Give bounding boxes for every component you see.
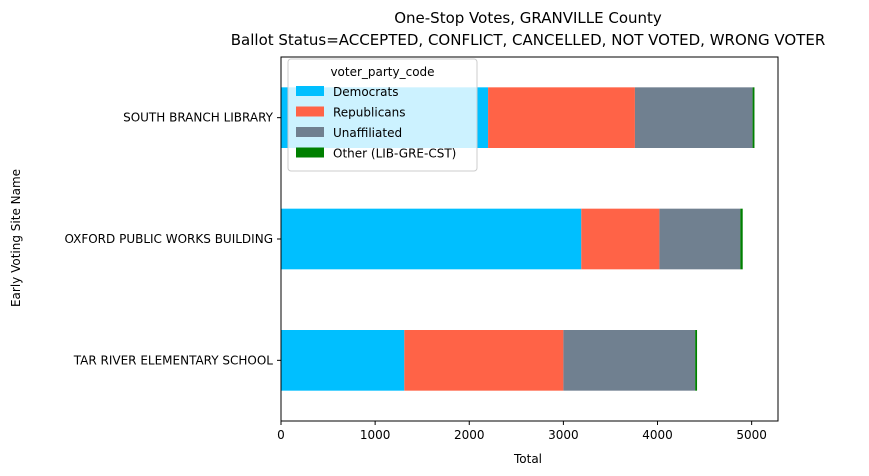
y-tick-label: OXFORD PUBLIC WORKS BUILDING — [64, 232, 273, 246]
bar-segment — [581, 208, 660, 270]
chart-title: One-Stop Votes, GRANVILLE County — [394, 9, 662, 27]
bar-segment — [281, 330, 405, 391]
x-tick-label: 1000 — [360, 428, 391, 442]
legend-swatch — [296, 127, 324, 137]
y-axis-label: Early Voting Site Name — [9, 169, 23, 307]
y-tick-label: SOUTH BRANCH LIBRARY — [123, 111, 274, 125]
legend-label: Other (LIB-GRE-CST) — [333, 147, 456, 161]
bar-segment — [695, 330, 698, 391]
bar-segment — [563, 330, 696, 391]
bar-segment — [488, 87, 635, 148]
x-axis-label: Total — [513, 452, 542, 466]
legend-swatch — [296, 106, 324, 117]
x-tick-label: 0 — [277, 428, 285, 442]
bars-group — [281, 87, 755, 391]
x-tick-label: 3000 — [548, 428, 579, 442]
legend-label: Unaffiliated — [333, 126, 402, 140]
x-tick-label: 2000 — [454, 428, 485, 442]
legend-box — [287, 58, 478, 172]
legend: voter_party_code Democrats Republicans Unaf… — [287, 58, 478, 172]
legend-swatch — [296, 86, 324, 96]
bar-segment — [752, 87, 755, 148]
bar-segment — [281, 208, 582, 270]
y-tick-label: TAR RIVER ELEMENTARY SCHOOL — [73, 353, 274, 367]
bar-segment — [634, 87, 753, 148]
bar-segment — [740, 208, 743, 270]
bar-segment — [659, 208, 741, 270]
legend-title: voter_party_code — [330, 65, 434, 79]
legend-swatch — [296, 147, 324, 158]
axes-group: 0 1000 2000 3000 4000 5000 TAR RIVER ELEMENTAR… — [64, 56, 779, 442]
chart-subtitle: Ballot Status=ACCEPTED, CONFLICT, CANCEL… — [231, 31, 826, 49]
x-tick-label: 4000 — [642, 428, 673, 442]
legend-label: Democrats — [333, 85, 399, 99]
x-tick-label: 5000 — [736, 428, 767, 442]
legend-label: Republicans — [333, 106, 406, 120]
bar-segment — [404, 330, 564, 391]
